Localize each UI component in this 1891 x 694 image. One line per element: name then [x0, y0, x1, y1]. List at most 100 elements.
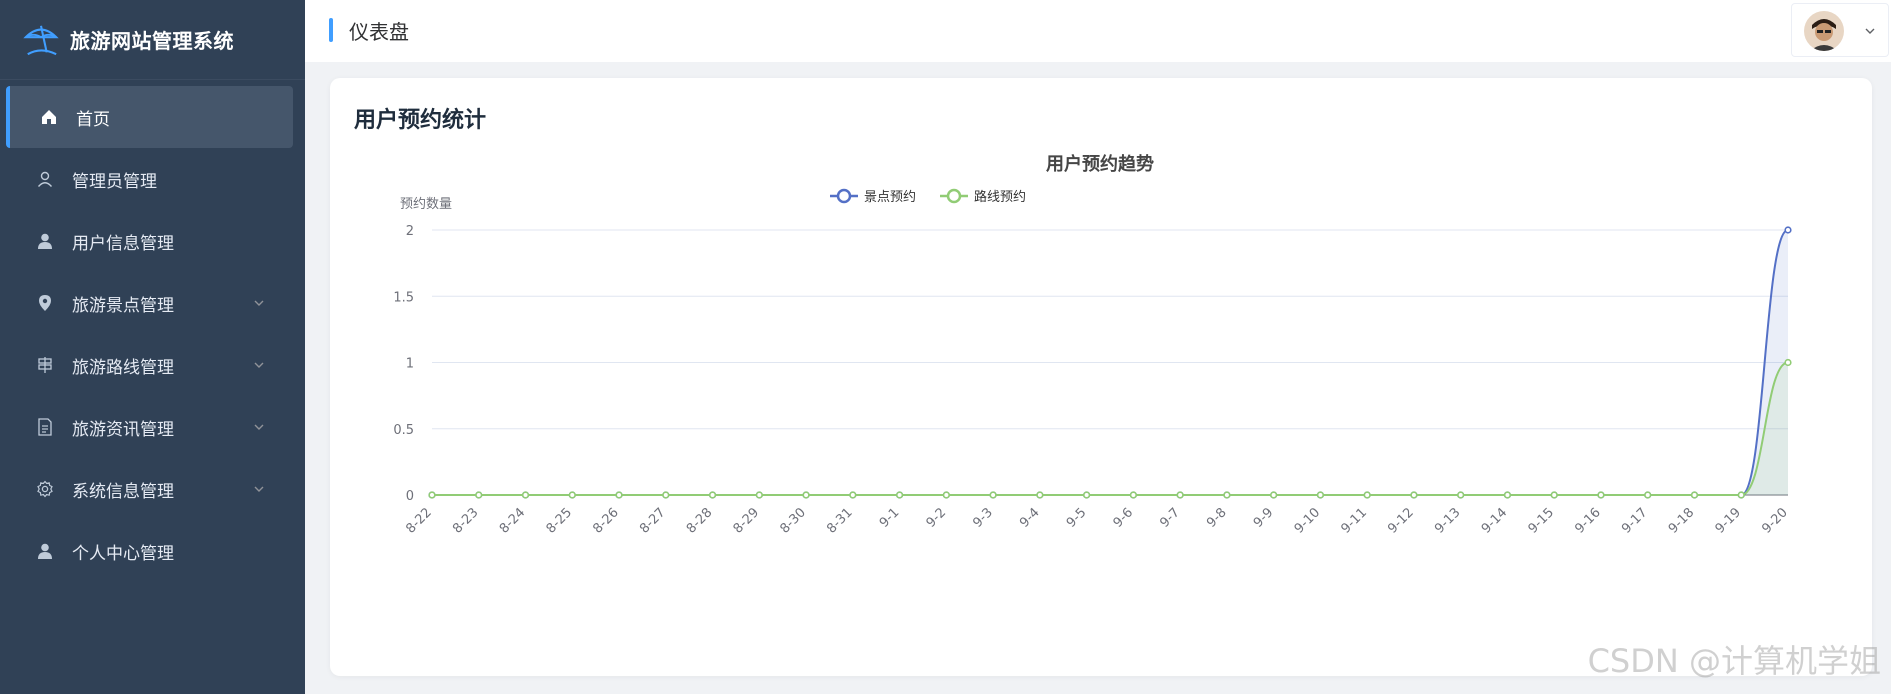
x-tick-label: 8-30 — [777, 505, 808, 536]
chevron-down-icon — [254, 362, 264, 368]
x-tick-label: 9-19 — [1713, 505, 1744, 536]
x-tick-label: 9-17 — [1619, 505, 1650, 536]
x-tick-label: 8-27 — [637, 505, 668, 536]
sidebar-item-label: 旅游路线管理 — [72, 357, 174, 378]
data-point — [1223, 491, 1231, 499]
signpost-icon — [36, 356, 54, 374]
watermark: CSDN @计算机学姐 — [1587, 642, 1881, 680]
data-point — [1410, 491, 1418, 499]
data-point — [1784, 226, 1792, 234]
data-point — [1457, 491, 1465, 499]
y-axis-ticks: 0 0.5 1 1.5 2 — [393, 224, 414, 504]
data-point — [1737, 491, 1745, 499]
user-outline-icon — [36, 170, 54, 188]
x-tick-label: 9-14 — [1479, 505, 1510, 536]
data-point — [849, 491, 857, 499]
sidebar-menu: 首页 管理员管理 用户信息管理 旅游景点管理 旅游路线管理 — [0, 86, 305, 582]
data-point — [1597, 491, 1605, 499]
x-tick-label: 9-4 — [1017, 505, 1043, 531]
x-tick-label: 9-7 — [1157, 505, 1183, 531]
location-pin-icon — [36, 294, 54, 312]
data-point — [568, 491, 576, 499]
x-tick-label: 9-10 — [1292, 505, 1323, 536]
page-title: 仪表盘 — [349, 20, 409, 44]
sidebar-item-label: 用户信息管理 — [72, 233, 174, 254]
legend-label: 景点预约 — [864, 190, 916, 205]
data-point — [1316, 491, 1325, 499]
x-tick-label: 8-31 — [824, 505, 855, 536]
data-point — [662, 491, 670, 499]
chevron-down-icon — [254, 300, 264, 306]
brand: 旅游网站管理系统 — [0, 0, 305, 80]
legend-marker — [946, 188, 962, 204]
x-tick-label: 9-2 — [924, 505, 950, 531]
chart-grid — [432, 229, 1788, 496]
data-point — [428, 491, 436, 499]
top-header: 仪表盘 — [305, 0, 1891, 62]
x-tick-label: 8-28 — [684, 505, 715, 536]
x-tick-label: 8-25 — [544, 505, 575, 536]
booking-trend-chart: 用户预约趋势 预约数量 景点预约 路线预约 00.511.52 8-22 8-23 8… — [393, 153, 1792, 537]
chevron-down-icon — [254, 486, 264, 492]
chart-legend: 景点预约 路线预约 — [830, 188, 1026, 205]
x-tick-label: 9-15 — [1526, 505, 1557, 536]
sidebar-item-profile[interactable]: 个人中心管理 — [0, 520, 305, 582]
sidebar-item-home[interactable]: 首页 — [6, 86, 293, 148]
data-point — [802, 491, 810, 499]
x-tick-label: 9-3 — [970, 505, 996, 531]
sidebar-item-label: 首页 — [76, 109, 110, 130]
x-tick-label: 9-5 — [1064, 505, 1090, 531]
sidebar-item-users[interactable]: 用户信息管理 — [0, 210, 305, 272]
sidebar-item-label: 管理员管理 — [72, 171, 157, 192]
chevron-down-icon — [254, 424, 264, 430]
data-point — [755, 491, 763, 499]
card-title: 用户预约统计 — [354, 108, 487, 133]
sidebar-item-admin[interactable]: 管理员管理 — [0, 148, 305, 210]
data-point — [989, 491, 997, 499]
booking-stats-card: 用户预约统计 用户预约趋势 预约数量 景点预约 路线预约 0 0.5 1 1.5 2 8-… — [330, 78, 1872, 676]
avatar — [1804, 11, 1844, 51]
data-point — [1644, 491, 1652, 499]
legend-marker — [836, 188, 852, 204]
data-point — [1083, 491, 1091, 499]
user-icon — [36, 232, 54, 250]
data-point — [1176, 491, 1184, 499]
chart-title: 用户预约趋势 — [1046, 153, 1154, 175]
data-point — [708, 491, 717, 499]
x-tick-label: 8-24 — [497, 505, 528, 536]
title-accent-bar — [329, 18, 333, 42]
sidebar-item-routes[interactable]: 旅游路线管理 — [0, 334, 305, 396]
data-point — [942, 491, 950, 499]
data-point — [1550, 491, 1558, 499]
data-point — [1690, 491, 1699, 499]
y-tick-label: 2 — [406, 224, 414, 239]
data-point — [1784, 358, 1792, 367]
umbrella-icon — [22, 22, 60, 58]
y-tick-label: 0.5 — [393, 423, 414, 438]
y-axis-label: 预约数量 — [400, 197, 452, 212]
x-tick-label: 9-13 — [1432, 505, 1463, 536]
data-point — [1036, 491, 1044, 499]
brand-title: 旅游网站管理系统 — [70, 29, 234, 53]
x-tick-label: 9-20 — [1759, 505, 1790, 536]
y-tick-label: 0 — [406, 489, 414, 504]
x-tick-label: 9-8 — [1204, 505, 1230, 531]
sidebar-item-label: 旅游资讯管理 — [72, 419, 174, 440]
data-point — [895, 491, 904, 499]
x-tick-label: 9-16 — [1572, 505, 1603, 536]
document-icon — [36, 418, 54, 436]
x-tick-label: 9-6 — [1111, 505, 1137, 531]
home-icon — [40, 108, 58, 126]
x-tick-label: 9-11 — [1339, 505, 1370, 536]
user-menu-button[interactable] — [1791, 3, 1889, 57]
chart-series — [428, 226, 1792, 499]
sidebar-item-system[interactable]: 系统信息管理 — [0, 458, 305, 520]
x-tick-label: 8-23 — [450, 505, 481, 536]
y-tick-label: 1 — [406, 357, 414, 372]
x-axis-ticks: 8-22 8-23 8-24 8-25 8-26 8-27 8-28 8-29 8-30 8-31… — [403, 505, 1790, 536]
sidebar-item-news[interactable]: 旅游资讯管理 — [0, 396, 305, 458]
x-tick-label: 9-1 — [877, 505, 903, 531]
data-point — [475, 491, 483, 499]
sidebar-item-attractions[interactable]: 旅游景点管理 — [0, 272, 305, 334]
x-tick-label: 9-12 — [1385, 505, 1416, 536]
